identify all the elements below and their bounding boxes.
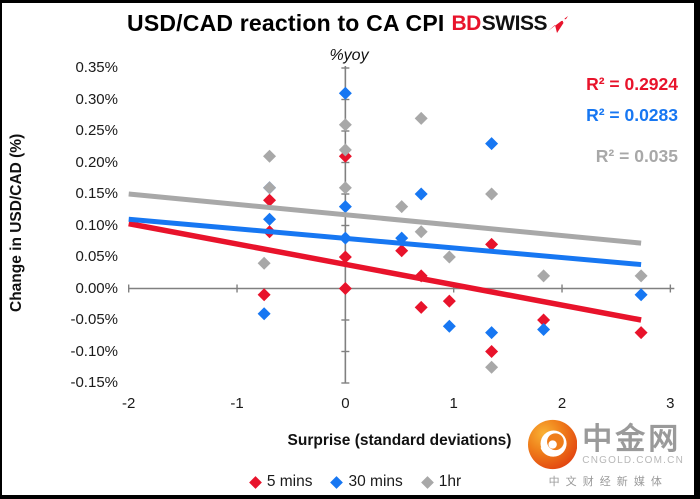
x-tick-label: -2	[122, 395, 136, 412]
data-point-1hr	[395, 200, 409, 214]
bdswiss-logo: BD SWISS	[451, 12, 569, 36]
data-point-1hr	[263, 149, 277, 163]
y-tick-label: 0.20%	[75, 153, 118, 171]
r-squared-block: R² = 0.2924 R² = 0.0283 R² = 0.035	[586, 73, 678, 167]
legend-label: 5 mins	[266, 473, 313, 490]
x-tick-label: -1	[230, 395, 244, 412]
x-tick-label: 2	[557, 395, 567, 412]
watermark-text-column: 中金网 CNGOLD.COM.CN	[582, 423, 684, 466]
data-point-30-mins	[263, 212, 277, 226]
data-point-1hr	[338, 118, 352, 132]
data-point-1hr	[338, 181, 352, 195]
y-tick-label: 0.30%	[75, 90, 118, 108]
watermark-tagline: 中 文 财 经 新 媒 体	[548, 476, 664, 488]
chart-title: USD/CAD reaction to CA CPI	[127, 10, 445, 36]
y-tick-label: -0.05%	[70, 311, 118, 328]
watermark-site-domain: CNGOLD.COM.CN	[582, 455, 684, 466]
data-point-1hr	[537, 269, 551, 283]
y-tick-label: 0.25%	[75, 122, 118, 139]
bdswiss-arrow-icon	[547, 15, 568, 33]
data-point-30-mins	[338, 200, 352, 214]
data-point-30-mins	[257, 307, 271, 321]
data-point-30-mins	[338, 86, 352, 100]
data-point-30-mins	[414, 187, 428, 201]
data-point-30-mins	[634, 288, 648, 302]
bdswiss-logo-swiss: SWISS	[481, 11, 548, 35]
data-point-1hr	[485, 360, 499, 374]
x-tick-label: 0	[341, 395, 350, 412]
data-point-5-mins	[537, 313, 551, 327]
x-tick-label: 3	[666, 395, 675, 412]
data-point-5-mins	[634, 326, 648, 340]
legend-item-30-mins: 30 mins	[330, 473, 403, 491]
data-point-5-mins	[338, 250, 352, 264]
trend-line-30-mins	[128, 216, 642, 268]
y-tick-label: 0.35%	[75, 59, 118, 76]
y-tick-label: 0.10%	[75, 216, 118, 234]
data-point-1hr	[485, 187, 499, 201]
y-tick-label: 0.00%	[75, 279, 118, 297]
x-axis-title: Surprise (standard deviations)	[287, 432, 512, 449]
data-point-1hr	[263, 181, 277, 195]
yoy-annotation: %yoy	[329, 47, 369, 64]
r-squared-label-5-mins: R² = 0.2924	[586, 74, 678, 94]
r-squared-label-30-mins: R² = 0.0283	[586, 105, 678, 125]
data-point-30-mins	[537, 322, 551, 336]
data-point-1hr	[442, 250, 456, 264]
trend-line-1hr	[128, 191, 642, 246]
bdswiss-logo-bd: BD	[451, 11, 481, 35]
y-tick-label: -0.15%	[70, 374, 118, 391]
data-point-5-mins	[485, 345, 499, 358]
legend-item-1hr: 1hr	[420, 473, 462, 491]
legend-label: 30 mins	[348, 473, 403, 490]
data-point-1hr	[338, 143, 352, 157]
chart-legend: 5 mins 30 mins 1hr	[10, 473, 694, 491]
legend-diamond-icon	[248, 475, 262, 489]
scatter-plot	[127, 66, 675, 384]
watermark-site-name: 中金网	[582, 423, 682, 456]
data-point-5-mins	[257, 288, 271, 302]
x-tick-label: 1	[449, 395, 458, 412]
legend-diamond-icon	[330, 475, 344, 489]
data-point-30-mins	[485, 326, 499, 340]
data-point-5-mins	[338, 282, 352, 295]
y-tick-label: -0.10%	[70, 342, 118, 360]
y-tick-label: 0.15%	[75, 185, 118, 202]
legend-item-5-mins: 5 mins	[248, 473, 313, 491]
data-point-1hr	[257, 256, 271, 270]
cngold-watermark: 中金网 CNGOLD.COM.CN 中 文 财 经 新 媒 体	[528, 418, 684, 489]
data-point-1hr	[414, 225, 428, 239]
data-point-5-mins	[485, 237, 499, 251]
watermark-top-row: 中金网 CNGOLD.COM.CN	[528, 418, 684, 471]
title-row: USD/CAD reaction to CA CPI BD SWISS	[2, 10, 694, 37]
legend-diamond-icon	[420, 475, 434, 489]
y-axis-title: Change in USD/CAD (%)	[8, 133, 25, 313]
data-point-5-mins	[395, 244, 409, 258]
cngold-logo-icon	[528, 419, 578, 470]
r-squared-label-1hr: R² = 0.035	[595, 146, 678, 166]
trend-line-5-mins	[128, 220, 642, 323]
data-point-5-mins	[414, 300, 428, 314]
data-point-5-mins	[442, 294, 456, 308]
data-point-1hr	[414, 111, 428, 125]
data-point-30-mins	[442, 319, 456, 333]
legend-label: 1hr	[438, 473, 462, 490]
data-point-1hr	[634, 269, 648, 283]
data-point-30-mins	[485, 137, 499, 151]
data-point-5-mins	[263, 193, 277, 207]
y-tick-label: 0.05%	[75, 248, 118, 265]
